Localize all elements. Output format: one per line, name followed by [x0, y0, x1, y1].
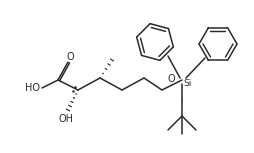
Text: O: O: [167, 74, 175, 84]
Text: OH: OH: [58, 114, 73, 124]
Text: O: O: [66, 52, 74, 62]
Text: Si: Si: [184, 78, 192, 88]
Text: HO: HO: [24, 83, 40, 93]
